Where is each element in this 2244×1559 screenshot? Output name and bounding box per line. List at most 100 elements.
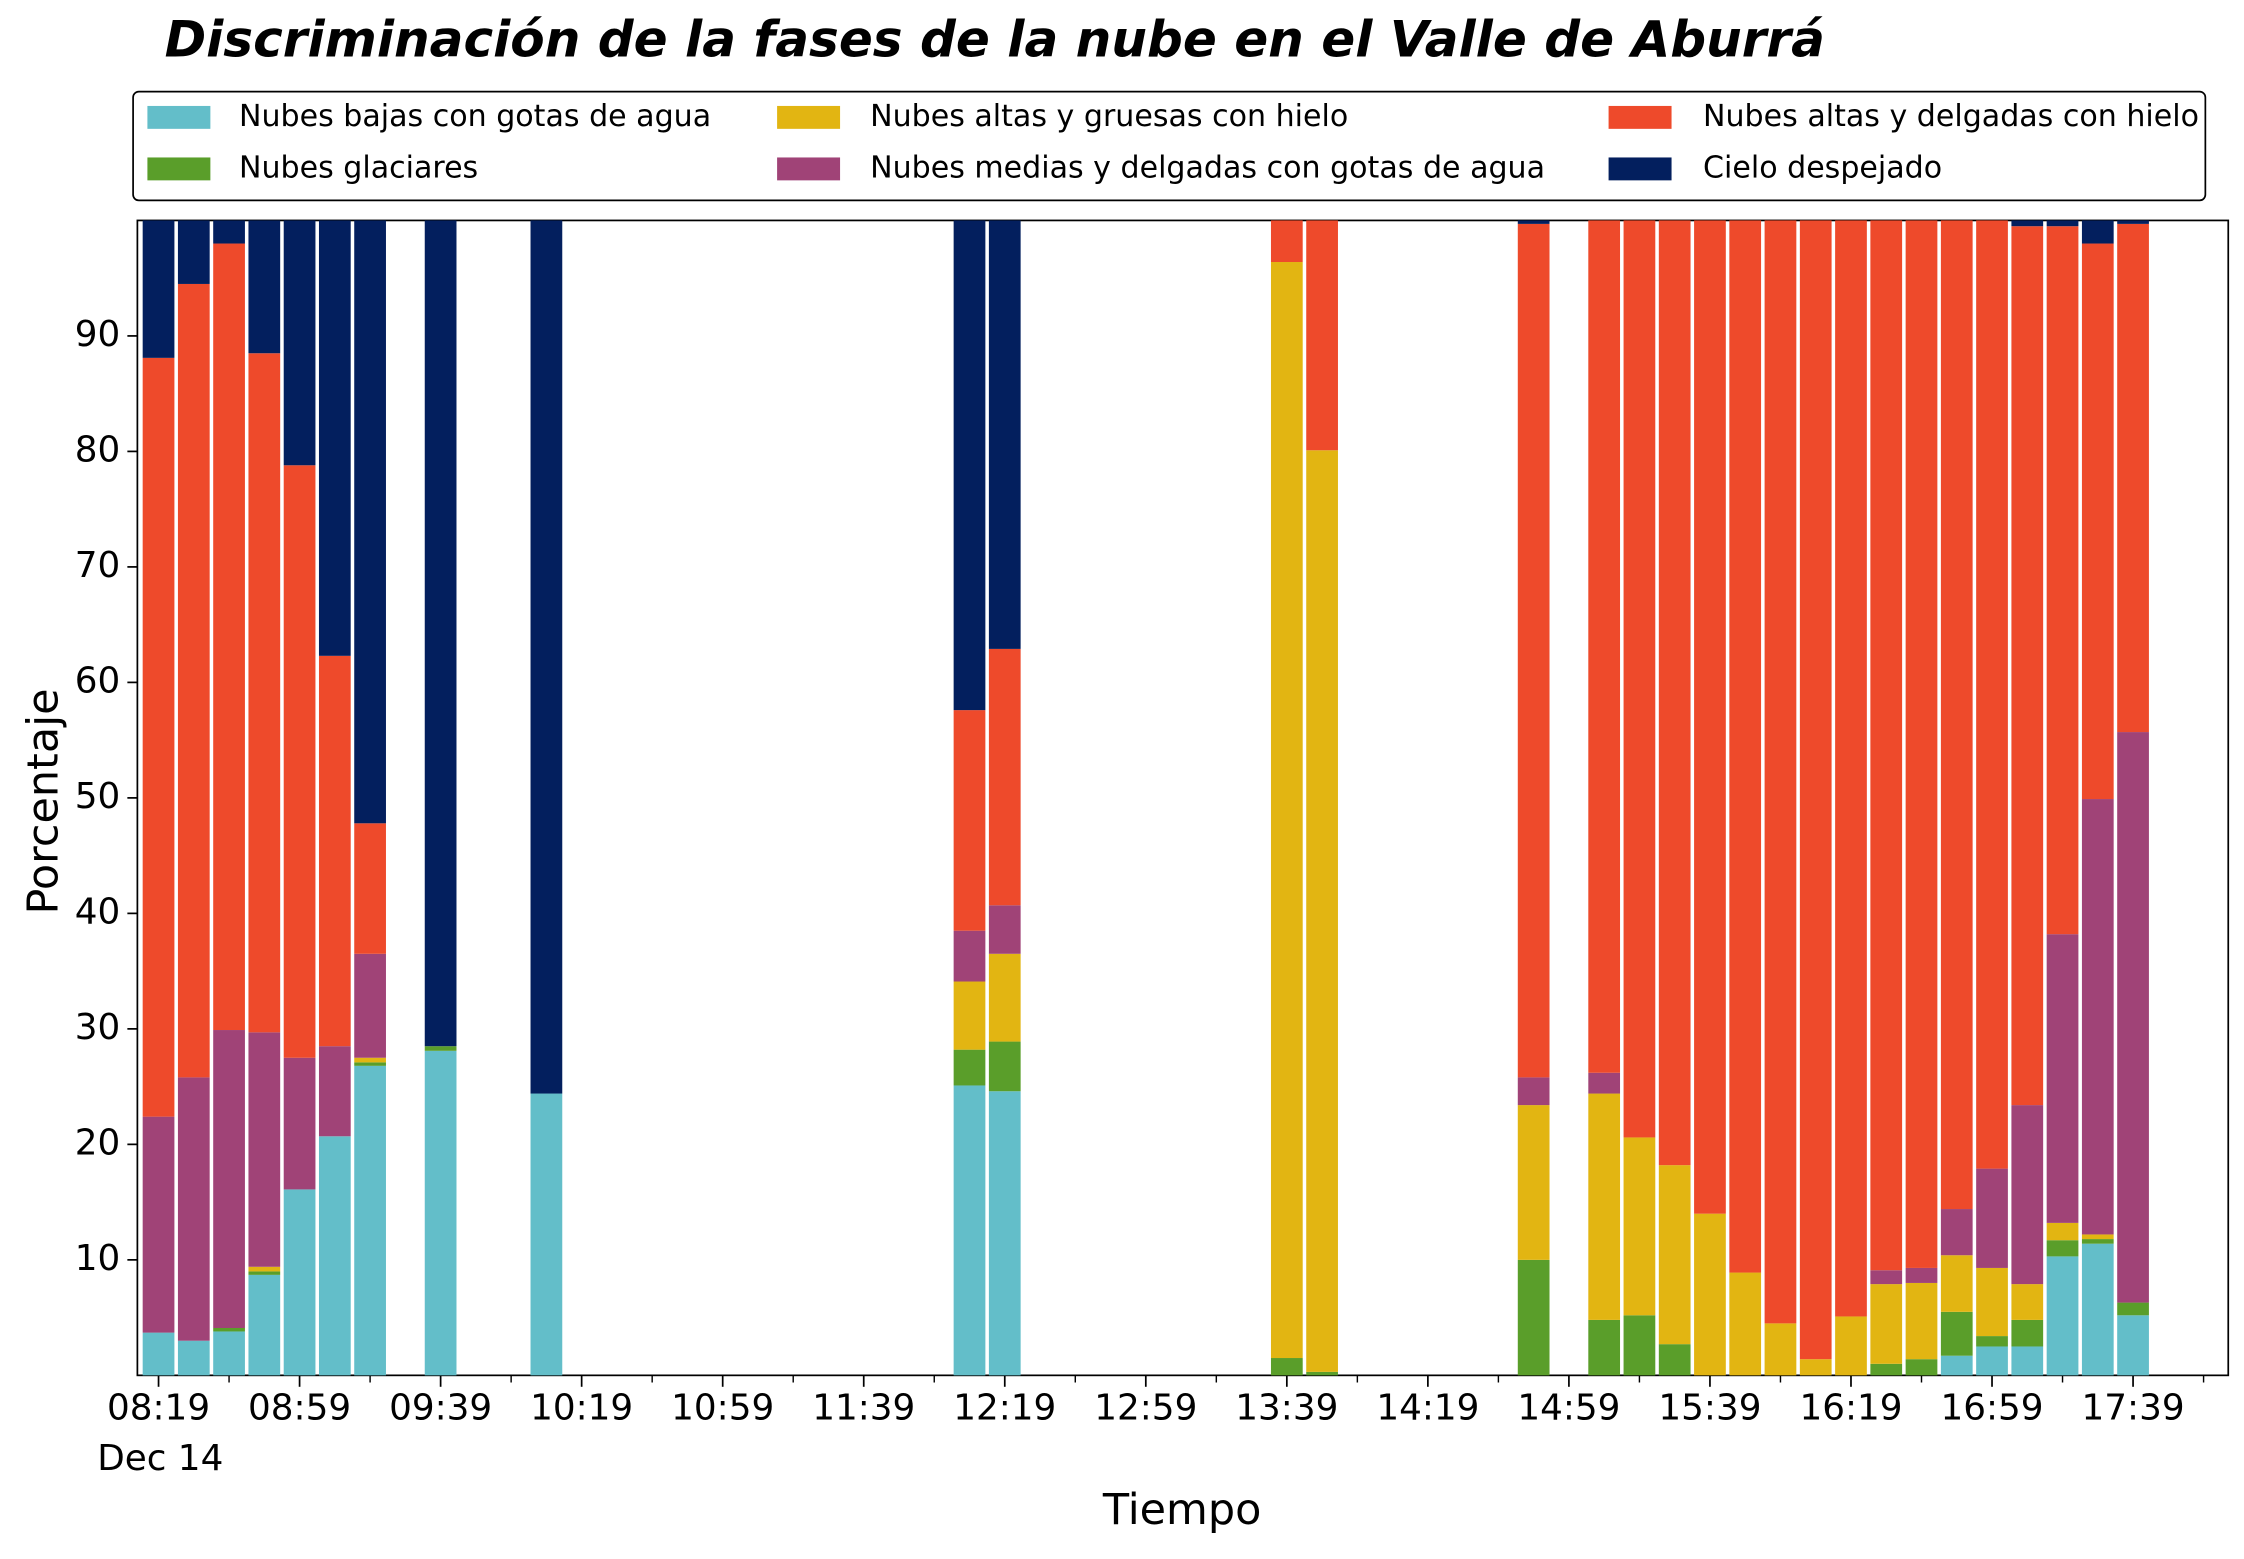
chart-title: Discriminación de la fases de la nube en… <box>165 10 1825 68</box>
bar-segment <box>1835 1316 1867 1376</box>
bar-segment <box>2011 220 2044 227</box>
bar-segment <box>248 353 281 1033</box>
bar-segment <box>1658 220 1691 1166</box>
bar-segment <box>1870 220 1903 1271</box>
bar-segment <box>213 220 245 244</box>
bar-segment <box>2081 243 2114 800</box>
x-tick-label: 16:59 <box>1940 1388 2043 1429</box>
x-tick-label: 14:59 <box>1517 1388 1620 1429</box>
bar-segment <box>354 953 386 1058</box>
bar-segment <box>1870 1363 1903 1376</box>
bar-segment <box>142 357 175 1117</box>
bar-segment <box>2081 220 2114 244</box>
bar-segment <box>1976 1168 2008 1268</box>
bar-segment <box>1694 220 1726 1214</box>
bar-segment <box>424 1046 457 1051</box>
bar-segment <box>1517 1259 1550 1376</box>
bar-segment <box>354 1065 386 1376</box>
bar-segment <box>142 1116 175 1333</box>
bar-segment <box>1729 1272 1762 1376</box>
bar-segment <box>424 220 457 1047</box>
bar-segment <box>1905 1282 1938 1360</box>
bar-segment <box>1976 1267 2008 1337</box>
bar-segment <box>2117 1315 2149 1376</box>
bar-segment <box>953 710 986 931</box>
bar-segment <box>530 1093 563 1376</box>
x-tick-label: 13:39 <box>1235 1388 1338 1429</box>
bar-segment <box>354 1057 386 1063</box>
bar-segment <box>2117 1302 2149 1316</box>
y-tick-label: 20 <box>75 1122 121 1163</box>
bar-segment <box>248 220 281 354</box>
bar-segment <box>1976 220 2008 1169</box>
bar-segment <box>1623 1137 1656 1316</box>
bar-segment <box>213 243 245 1031</box>
legend-swatch <box>147 105 211 129</box>
bar-segment <box>1588 1093 1621 1320</box>
bar-segment <box>1306 220 1338 451</box>
y-tick-label: 40 <box>75 891 121 932</box>
bar-segment <box>1517 223 1550 1078</box>
bar-segment <box>248 1271 281 1275</box>
bar-segment <box>318 655 351 1047</box>
bar-segment <box>1976 1346 2008 1376</box>
bar-segment <box>1517 1105 1550 1260</box>
bar-segment <box>1940 1311 1973 1356</box>
bar-segment <box>953 220 986 711</box>
bar-segment <box>142 220 175 358</box>
y-tick-label: 50 <box>75 776 121 817</box>
bar-segment <box>1658 1344 1691 1376</box>
bar-segment <box>1270 220 1303 263</box>
bar-segment <box>2117 223 2149 733</box>
bar-segment <box>1764 1323 1797 1376</box>
bar-segment <box>1729 220 1762 1273</box>
bar-segment <box>1588 220 1621 1073</box>
legend-swatch <box>777 105 841 129</box>
bar-segment <box>1623 1315 1656 1376</box>
bar-segment <box>1306 450 1338 1372</box>
bar-segment <box>1517 1077 1550 1106</box>
bar-segment <box>988 953 1021 1042</box>
bar-segment <box>1870 1284 1903 1364</box>
bar-segment <box>142 1332 175 1376</box>
bar-segment <box>177 220 210 284</box>
bar-segment <box>2011 1319 2044 1347</box>
bar-segment <box>2081 799 2114 1235</box>
bar-segment <box>354 1062 386 1066</box>
legend-box <box>132 90 2207 202</box>
bar-segment <box>953 1049 986 1086</box>
bar-segment <box>988 905 1021 954</box>
bar-segment <box>424 1050 457 1376</box>
legend-label: Nubes bajas con gotas de agua <box>239 99 711 134</box>
bar-segment <box>318 220 351 656</box>
bar-segment <box>1764 220 1797 1324</box>
bar-segment <box>318 1046 351 1137</box>
y-tick-label: 80 <box>75 429 121 470</box>
bar-segment <box>988 1091 1021 1376</box>
bar-segment <box>177 1340 210 1376</box>
bar-segment <box>1270 262 1303 1359</box>
bar-segment <box>2081 1234 2114 1240</box>
bar-segment <box>1694 1213 1726 1376</box>
bar-segment <box>2011 1284 2044 1320</box>
bar-segment <box>177 283 210 1078</box>
bar-segment <box>1976 1336 2008 1347</box>
bar-segment <box>1905 1267 1938 1283</box>
x-tick-label: 10:59 <box>671 1388 774 1429</box>
y-tick-label: 30 <box>75 1007 121 1048</box>
bar-segment <box>2081 1243 2114 1376</box>
y-tick-label: 10 <box>75 1238 121 1279</box>
bar-segment <box>1835 220 1867 1317</box>
bar-segment <box>2011 226 2044 1106</box>
legend-label: Nubes altas y gruesas con hielo <box>870 99 1348 134</box>
bar-segment <box>2046 226 2079 935</box>
bar-segment <box>1658 1165 1691 1345</box>
bar-segment <box>988 1041 1021 1092</box>
x-tick-label: 15:39 <box>1658 1388 1761 1429</box>
bar-segment <box>1799 1359 1832 1376</box>
bar-segment <box>318 1136 351 1376</box>
y-axis-label: Porcentaje <box>18 688 68 914</box>
x-axis-label: Tiempo <box>1102 1485 1262 1535</box>
bar-segment <box>1588 1319 1621 1376</box>
